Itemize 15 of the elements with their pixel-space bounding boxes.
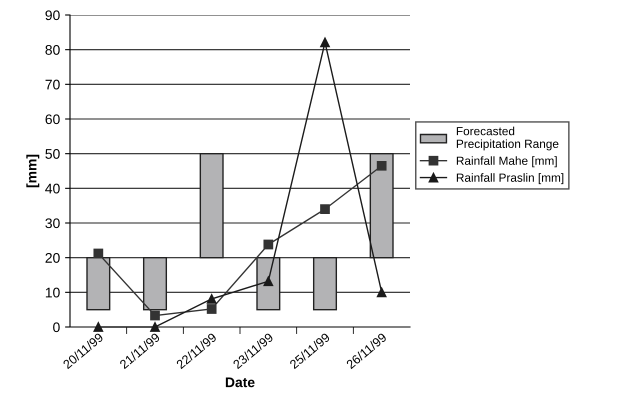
y-tick-label: 0 <box>53 322 60 332</box>
y-tick-label: 80 <box>45 45 60 55</box>
y-tick-label: 90 <box>45 10 60 20</box>
x-axis-title: Date <box>226 378 255 388</box>
y-tick-label: 40 <box>45 184 60 194</box>
legend-label: Rainfall Praslin [mm] <box>456 173 564 184</box>
y-tick-label: 20 <box>46 253 60 263</box>
y-tick-label: 70 <box>46 80 60 90</box>
y-tick-label: 10 <box>46 288 60 298</box>
y-tick-label: 60 <box>46 114 60 124</box>
y-tick-label: 30 <box>45 218 60 228</box>
legend-label: Forecasted Precipitation Range <box>456 126 558 150</box>
y-axis-title: [mm] <box>26 154 40 188</box>
legend-label: Rainfall Mahe [mm] <box>456 156 557 168</box>
y-tick-label: 50 <box>45 149 60 159</box>
